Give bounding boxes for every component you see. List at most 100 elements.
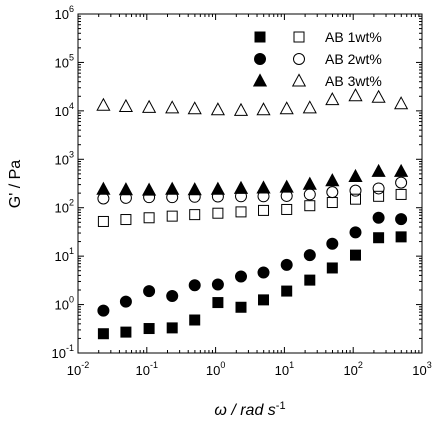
data-point [349, 226, 362, 239]
data-point [97, 304, 110, 317]
data-point [348, 168, 363, 183]
data-point [373, 190, 385, 202]
data-point [281, 203, 293, 215]
data-point [143, 323, 155, 335]
data-point [395, 231, 407, 243]
data-point [118, 98, 133, 112]
legend-label: AB 1wt% [325, 29, 382, 45]
data-marks [96, 88, 409, 340]
legend-marker-filled [254, 53, 266, 65]
data-point [212, 207, 224, 219]
data-point [371, 89, 386, 103]
data-point [166, 210, 178, 222]
data-point [372, 182, 385, 195]
series-1-open [97, 188, 407, 227]
data-point [371, 163, 386, 177]
data-point [303, 188, 316, 201]
data-point [373, 232, 385, 244]
data-point [302, 176, 317, 190]
data-point [189, 209, 201, 221]
data-point [210, 102, 225, 116]
data-point [210, 181, 225, 195]
data-point [166, 322, 178, 334]
data-point [394, 163, 409, 177]
data-point [233, 102, 249, 116]
data-point [372, 211, 385, 224]
x-tick-label: 101 [275, 360, 294, 378]
data-point [142, 99, 157, 113]
axis-ticks [77, 13, 423, 354]
legend-marker-filled [254, 31, 266, 43]
plot-frame [77, 13, 423, 354]
data-point [395, 213, 408, 226]
data-point [395, 188, 407, 200]
legend-marker-open [291, 73, 307, 87]
data-point [97, 328, 109, 340]
x-tick-label: 10-2 [67, 360, 89, 378]
y-tick-label: 104 [55, 101, 74, 119]
data-point [258, 294, 270, 306]
data-point [120, 326, 132, 338]
data-point [211, 278, 224, 291]
data-point [143, 212, 155, 224]
data-point [96, 97, 111, 111]
data-point [326, 186, 339, 199]
data-point [165, 100, 180, 114]
y-tick-label: 103 [55, 149, 74, 167]
y-tick-label: 10-1 [52, 343, 74, 361]
y-tick-label: 100 [55, 295, 74, 313]
data-point [325, 173, 340, 187]
data-point [233, 180, 249, 194]
series-3-filled [96, 163, 409, 196]
data-point [188, 279, 201, 292]
data-point [258, 204, 270, 216]
legend-label: AB 3wt% [325, 73, 382, 89]
y-axis-label: G' / Pa [7, 160, 24, 209]
data-point [212, 297, 224, 309]
data-point [280, 258, 293, 271]
data-point [166, 290, 179, 303]
data-point [187, 182, 202, 196]
data-point [279, 179, 294, 193]
data-point [257, 266, 270, 279]
x-axis-label: ω / rad s-1 [214, 400, 285, 419]
data-point [256, 180, 271, 194]
data-point [235, 270, 248, 283]
legend-marker-open [293, 53, 305, 65]
data-point [96, 181, 111, 195]
legend-marker-filled [252, 73, 268, 87]
data-point [302, 100, 317, 114]
data-point [143, 285, 156, 298]
y-tick-label: 101 [55, 246, 74, 264]
x-tick-label: 10-1 [136, 360, 158, 378]
y-tick-label: 105 [55, 52, 74, 70]
data-point [349, 249, 361, 261]
data-point [189, 314, 201, 326]
data-point [325, 92, 340, 106]
data-point [348, 88, 363, 102]
data-point [303, 249, 316, 262]
data-point [120, 214, 132, 226]
series-2-filled [97, 211, 408, 317]
data-point [304, 200, 316, 212]
legend: AB 1wt% AB 2wt% AB 3wt% [252, 29, 382, 89]
x-tick-label: 100 [206, 360, 225, 378]
y-tick-label: 106 [55, 4, 74, 22]
data-point [187, 101, 202, 115]
data-point [304, 274, 316, 286]
series-1-filled [97, 231, 407, 340]
legend-marker-open [293, 31, 305, 43]
data-point [326, 262, 338, 274]
data-point [349, 193, 361, 205]
series-3-open [96, 88, 409, 116]
data-point [142, 182, 157, 196]
y-tick-label: 102 [55, 198, 74, 216]
data-point [235, 206, 247, 218]
data-point [256, 102, 271, 116]
legend-label: AB 2wt% [325, 51, 382, 67]
tick-labels: 10-2 10-1 100 101 102 10310-11001011021031041… [52, 4, 432, 378]
x-tick-label: 103 [412, 360, 431, 378]
data-point [395, 176, 408, 189]
data-point [326, 197, 338, 209]
